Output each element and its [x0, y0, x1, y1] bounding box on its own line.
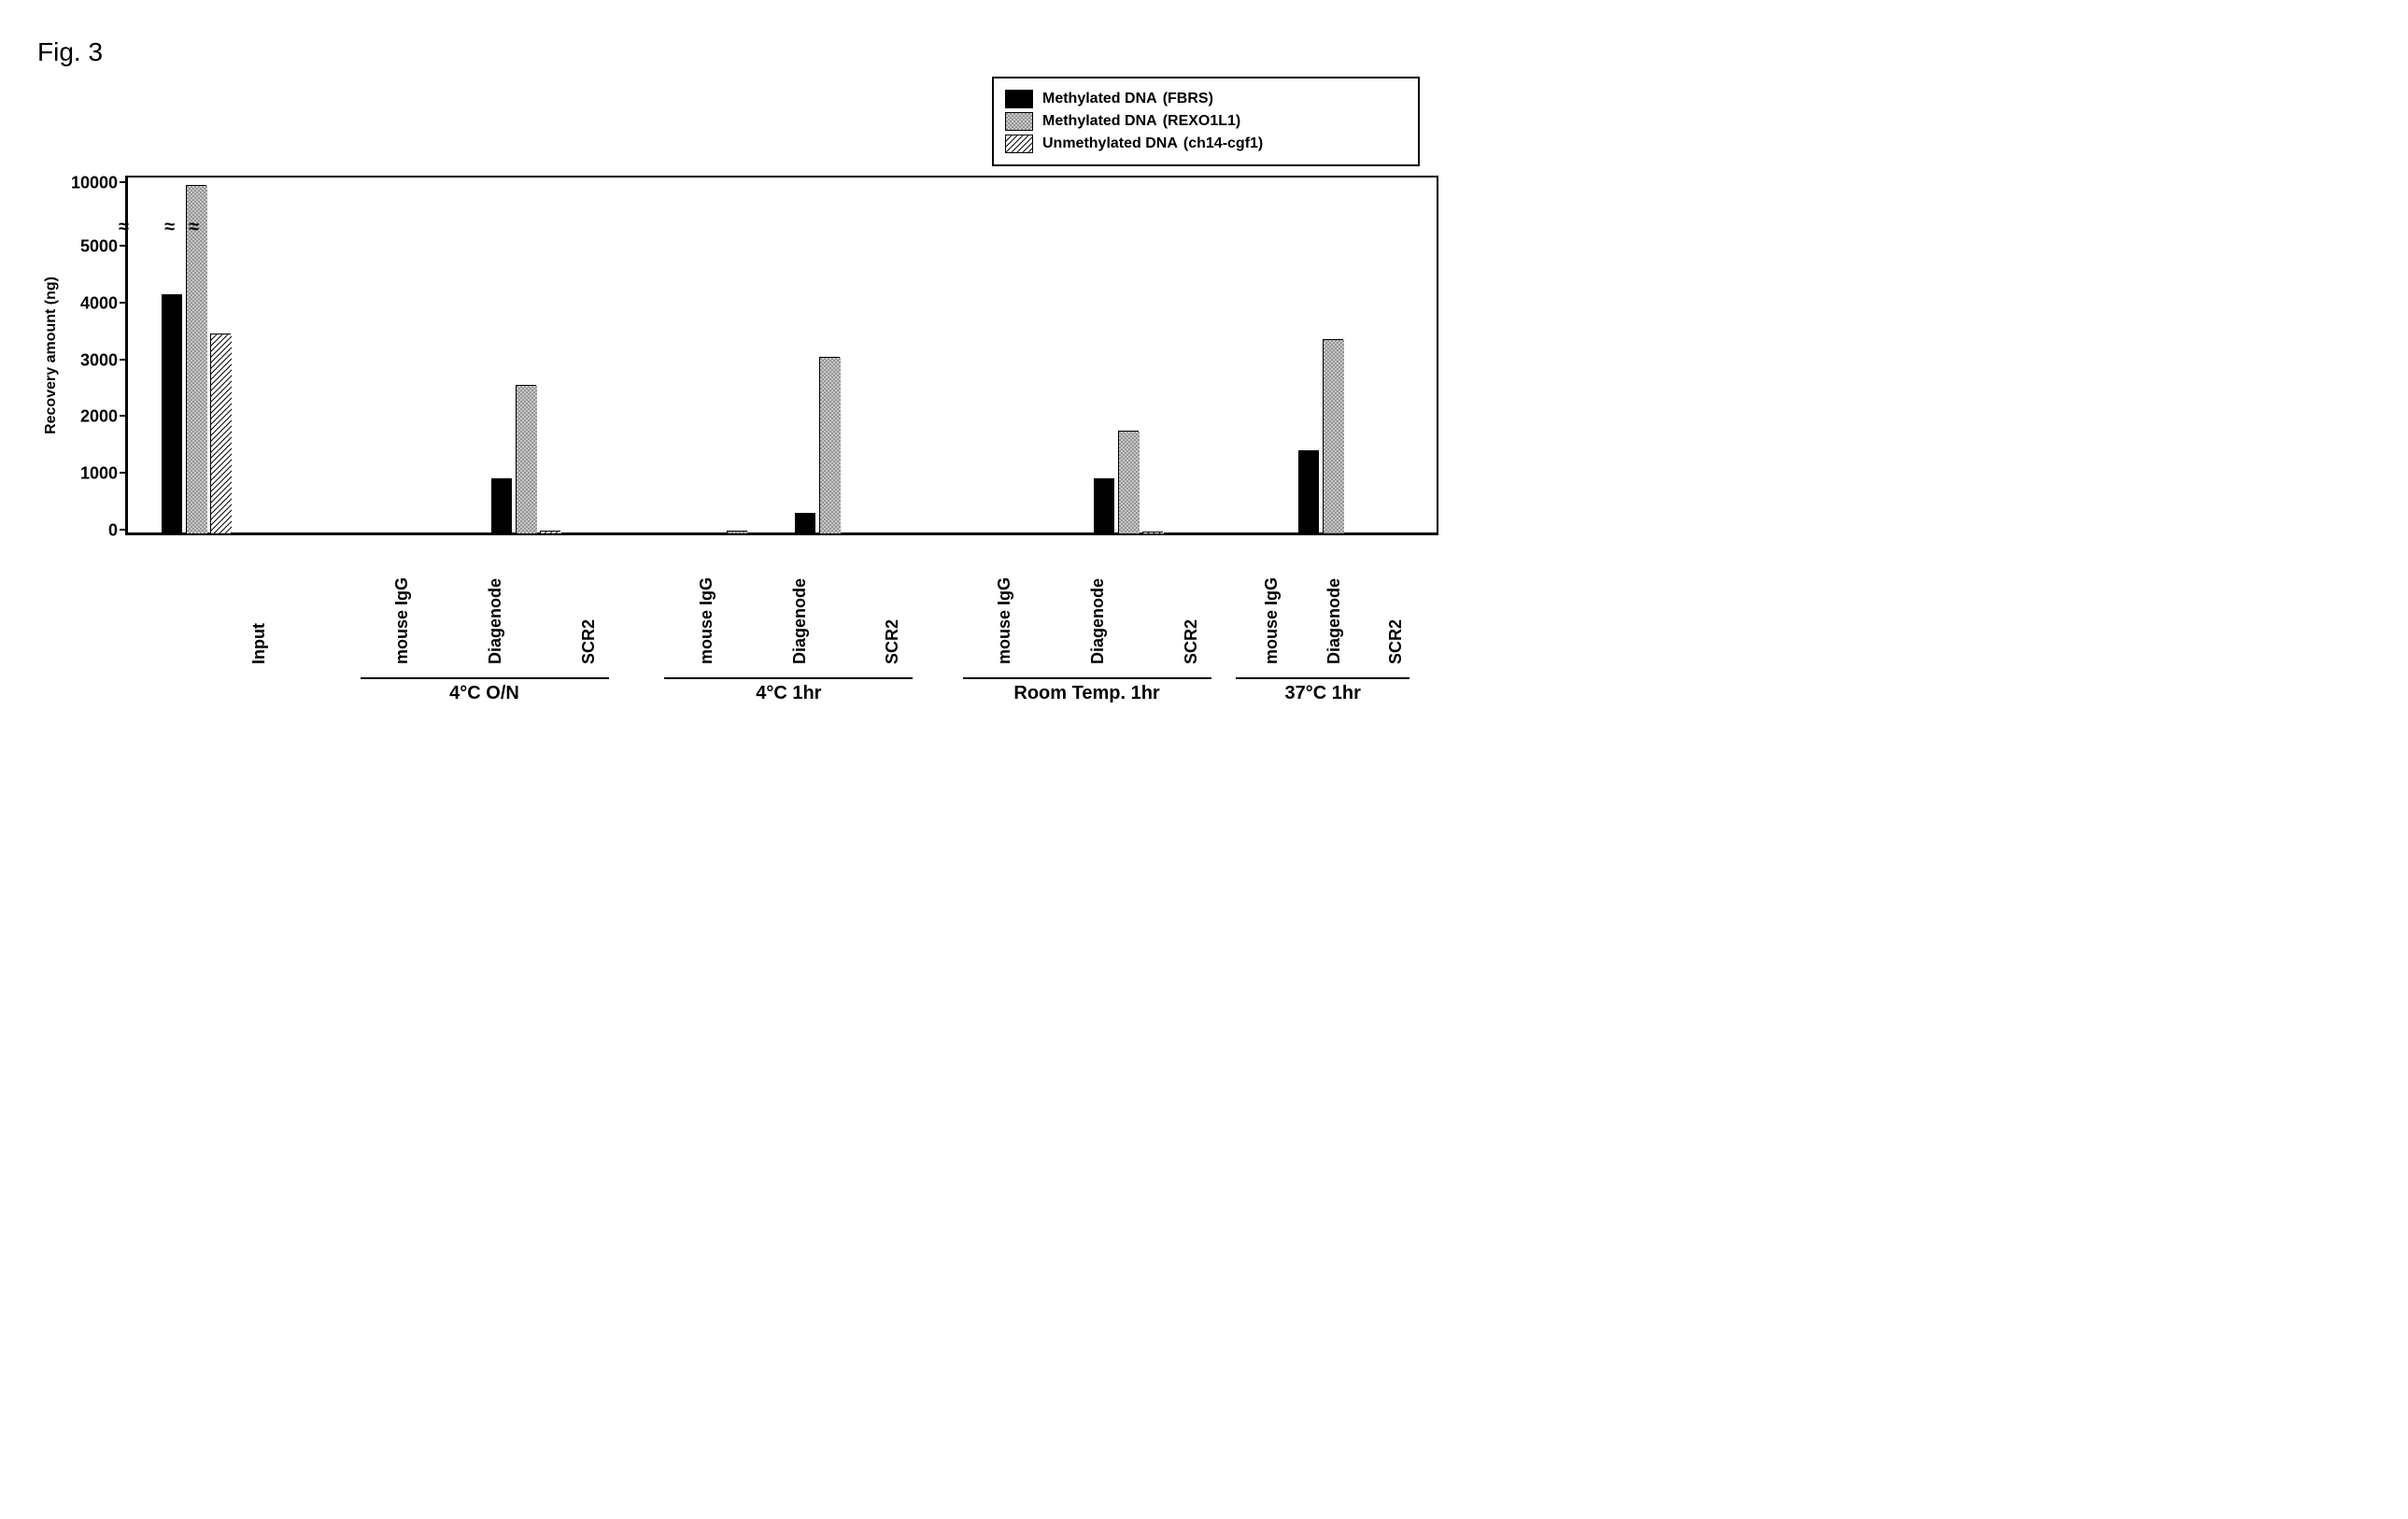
x-condition-group: 4°C 1hr: [664, 677, 913, 704]
axis-break-mark: ≈: [189, 217, 199, 238]
legend-swatch: [1005, 112, 1033, 131]
legend-label-2: (FBRS): [1163, 91, 1213, 107]
axis-break-mark: ≈: [119, 217, 129, 238]
x-category-label: SCR2: [579, 619, 599, 664]
x-condition-line: [361, 677, 609, 679]
x-category-labels: Input mouse IgG Diagenode SCR2 mouse IgG Diag…: [174, 543, 1416, 674]
bar-fbrs: [1094, 478, 1114, 532]
legend-label-2: (REXO1L1): [1163, 113, 1241, 130]
x-category-label: Input: [249, 623, 269, 664]
x-category-label: mouse IgG: [697, 577, 716, 664]
legend-label-1: Methylated DNA: [1042, 91, 1157, 107]
bar-rexo: [1118, 431, 1139, 532]
legend: Methylated DNA (FBRS) Methylated DNA (REXO1…: [992, 77, 1420, 166]
legend-swatch: [1005, 135, 1033, 153]
x-condition-label: 37°C 1hr: [1236, 683, 1409, 704]
x-category-label: Diagenode: [1088, 578, 1108, 664]
x-category-label: SCR2: [1386, 619, 1406, 664]
bar-fbrs: [795, 513, 815, 532]
x-category-label: mouse IgG: [1262, 577, 1282, 664]
x-category-label: SCR2: [883, 619, 902, 664]
y-tick-label: 10000: [71, 173, 118, 192]
plot-area: ≈≈≈: [125, 176, 1438, 535]
legend-item: Methylated DNA (REXO1L1): [1005, 112, 1407, 131]
bar-fbrs: [1298, 450, 1319, 532]
bar-group: [1298, 339, 1371, 532]
x-axis: Input mouse IgG Diagenode SCR2 mouse IgG Diag…: [108, 543, 1438, 724]
bar-group: [702, 531, 775, 532]
y-tick-label: 3000: [80, 350, 118, 370]
bar-rexo: [819, 357, 840, 532]
x-condition-group: 37°C 1hr: [1236, 677, 1409, 704]
figure: Fig. 3 Methylated DNA(FBRS)Methylated DN…: [37, 37, 1438, 724]
y-axis-label: Recovery amount (ng): [37, 277, 60, 434]
x-condition-line: [664, 677, 913, 679]
x-category-label: Diagenode: [790, 578, 810, 664]
x-condition-label: 4°C 1hr: [664, 683, 913, 704]
y-tick-label: 2000: [80, 407, 118, 427]
legend-label-1: Methylated DNA: [1042, 113, 1157, 130]
y-tick-label: 5000: [80, 237, 118, 257]
bar-group: [1094, 431, 1167, 532]
bar-unmeth: [540, 531, 560, 532]
x-condition-group: Room Temp. 1hr: [963, 677, 1211, 704]
legend-item: Methylated DNA (FBRS): [1005, 90, 1407, 108]
legend-swatch: [1005, 90, 1033, 108]
x-category-label: Diagenode: [1324, 578, 1344, 664]
bar-fbrs: [162, 294, 182, 532]
x-condition-labels: 4°C O/N 4°C 1hr Room Temp. 1hr 37°C 1hr: [174, 677, 1416, 724]
x-condition-label: Room Temp. 1hr: [963, 683, 1211, 704]
bar-rexo: [1323, 339, 1343, 532]
x-category-label: SCR2: [1182, 619, 1201, 664]
x-category-label: mouse IgG: [995, 577, 1014, 664]
x-category-label: Diagenode: [486, 578, 505, 664]
y-tick-label: 1000: [80, 464, 118, 484]
y-tick-label: 0: [108, 521, 118, 541]
bar-unmeth: [210, 334, 231, 532]
bar-group: [795, 357, 868, 532]
x-condition-group: 4°C O/N: [361, 677, 609, 704]
chart: Recovery amount (ng) 0100020003000400050…: [37, 176, 1438, 535]
bar-rexo: [516, 385, 536, 532]
x-condition-line: [1236, 677, 1409, 679]
legend-item: Unmethylated DNA (ch14-cgf1): [1005, 135, 1407, 153]
figure-label: Fig. 3: [37, 37, 1438, 67]
axis-break-mark: ≈: [164, 217, 175, 238]
x-category-label: mouse IgG: [392, 577, 412, 664]
x-condition-label: 4°C O/N: [361, 683, 609, 704]
x-condition-line: [963, 677, 1211, 679]
y-axis: 01000200030004000500010000: [60, 176, 125, 531]
y-tick-label: 4000: [80, 293, 118, 313]
legend-label-2: (ch14-cgf1): [1183, 135, 1263, 152]
bar-rexo: [727, 531, 747, 532]
legend-label-1: Unmethylated DNA: [1042, 135, 1178, 152]
bar-fbrs: [491, 478, 512, 532]
bar-group: [491, 385, 564, 532]
